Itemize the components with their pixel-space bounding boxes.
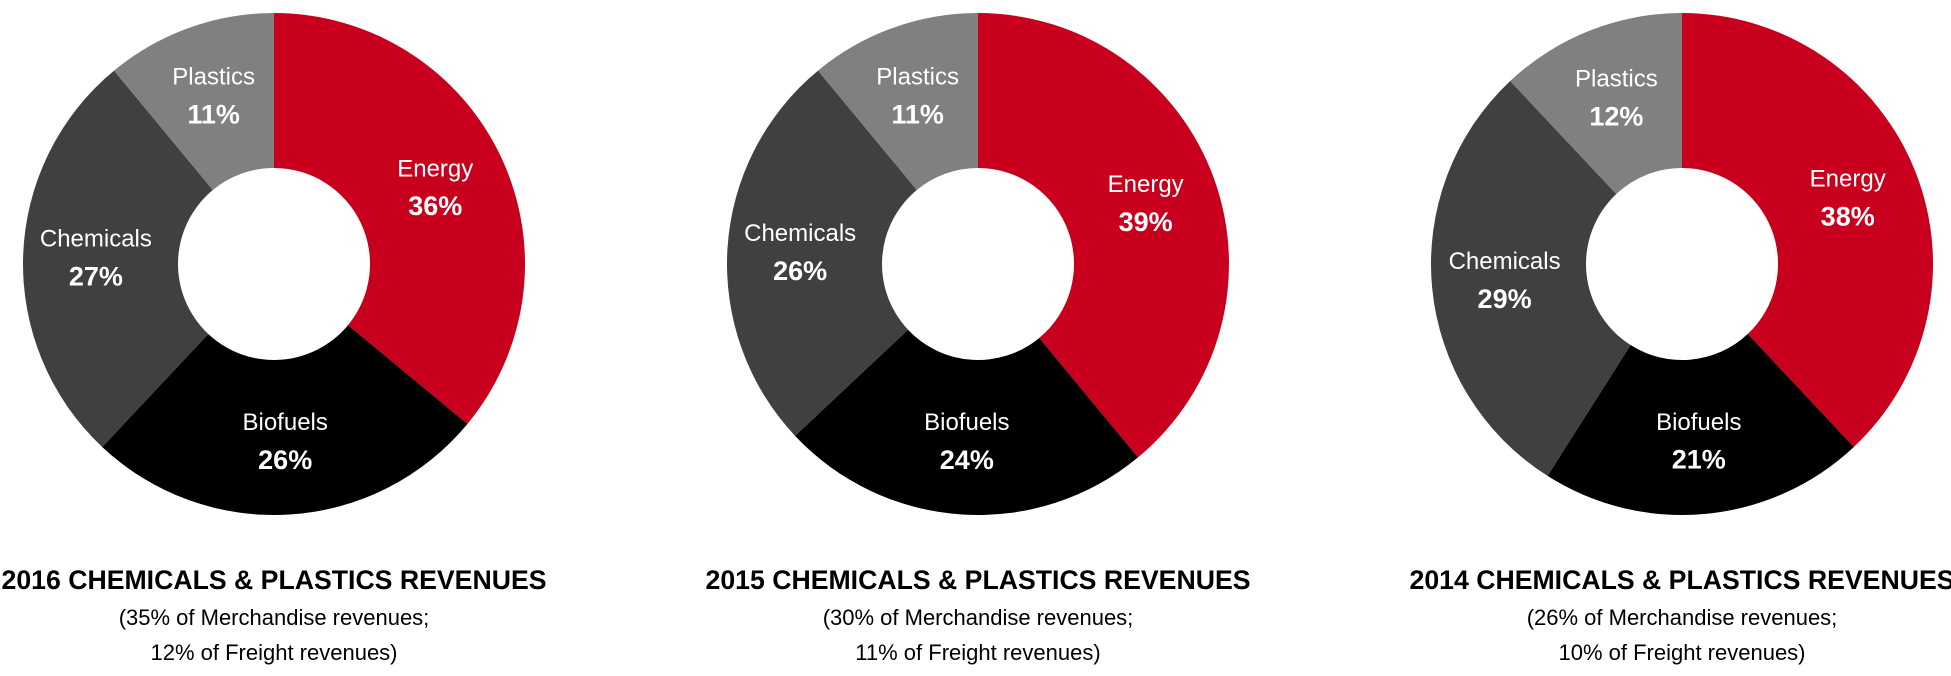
chart-title: 2015 CHEMICALS & PLASTICS REVENUES	[706, 565, 1251, 595]
value-label: 39%	[1119, 207, 1173, 237]
slice-label: Energy	[1108, 171, 1184, 198]
slice-label: Biofuels	[924, 409, 1009, 436]
value-label: 36%	[408, 191, 462, 221]
pie-slice	[22, 70, 213, 447]
slice-label: Biofuels	[242, 409, 327, 436]
pie-slice	[102, 325, 468, 515]
chart-subtitle: (30% of Merchandise revenues;	[823, 605, 1134, 630]
chart-subtitle: (26% of Merchandise revenues;	[1527, 605, 1838, 630]
chart-subtitle: 12% of Freight revenues)	[150, 640, 397, 665]
chart-subtitle: 11% of Freight revenues)	[855, 640, 1100, 665]
value-label: 12%	[1589, 101, 1643, 131]
value-label: 24%	[940, 445, 994, 475]
slice-label: Plastics	[172, 64, 255, 91]
chart-title: 2016 CHEMICALS & PLASTICS REVENUES	[2, 565, 547, 595]
value-label: 11%	[187, 99, 240, 129]
slice-label: Energy	[1810, 166, 1886, 193]
value-label: 38%	[1821, 202, 1875, 232]
slice-label: Biofuels	[1656, 409, 1741, 436]
value-label: 11%	[891, 99, 944, 129]
pie-slice	[114, 13, 274, 191]
chart-subtitle: 10% of Freight revenues)	[1558, 640, 1805, 665]
pie-slice	[1510, 13, 1682, 195]
pie-slice	[795, 329, 1138, 515]
value-label: 21%	[1672, 445, 1726, 475]
pie-slice	[1547, 333, 1854, 515]
value-label: 29%	[1478, 284, 1532, 314]
value-label: 27%	[69, 262, 123, 292]
slice-label: Plastics	[876, 64, 959, 91]
pie-slice	[1431, 81, 1631, 476]
slice-label: Chemicals	[1449, 248, 1561, 275]
chart-subtitle: (35% of Merchandise revenues;	[119, 605, 430, 630]
pie-slice	[1682, 13, 1933, 447]
pie-slice	[978, 13, 1230, 458]
slice-label: Plastics	[1575, 66, 1658, 93]
slice-label: Chemicals	[744, 220, 856, 247]
pie-slice	[274, 13, 525, 424]
pie-slice	[727, 70, 917, 436]
slice-label: Energy	[397, 155, 473, 182]
value-label: 26%	[773, 256, 827, 286]
pie-slice	[818, 13, 978, 191]
slice-label: Chemicals	[40, 226, 152, 253]
value-label: 26%	[258, 445, 312, 475]
chart-title: 2014 CHEMICALS & PLASTICS REVENUES	[1410, 565, 1951, 595]
